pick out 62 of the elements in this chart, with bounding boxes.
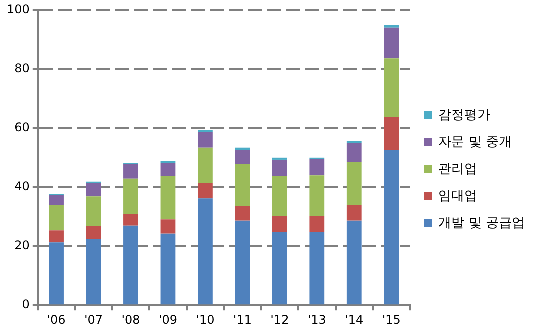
bar — [235, 150, 250, 164]
bar — [198, 148, 213, 184]
bar — [86, 183, 102, 197]
bar — [160, 164, 176, 177]
legend-label: 임대업 — [438, 188, 478, 204]
bar — [49, 205, 64, 231]
bar — [86, 239, 102, 305]
y-tick-label: 100 — [7, 2, 30, 16]
x-tick-label: '09 — [158, 312, 178, 327]
x-tick-label: '11 — [233, 312, 252, 327]
bar — [198, 183, 213, 199]
bar — [310, 176, 325, 216]
x-tick-label: '15 — [382, 312, 401, 327]
bar — [272, 232, 288, 305]
bar — [310, 216, 325, 232]
x-tick-label: '07 — [84, 312, 104, 327]
y-tick-label: 80 — [14, 61, 30, 76]
bar — [160, 176, 176, 220]
legend-label: 감정평가 — [438, 108, 491, 123]
legend-label: 자문 및 중개 — [438, 134, 512, 150]
bar — [346, 220, 362, 305]
x-tick-label: '10 — [196, 312, 215, 327]
bar — [49, 195, 64, 206]
bar — [346, 205, 362, 221]
bar — [198, 132, 213, 148]
bar — [272, 160, 288, 177]
x-tick-label: '12 — [270, 312, 290, 327]
y-tick-label: 40 — [14, 180, 30, 194]
bar — [124, 178, 138, 214]
bar — [124, 214, 138, 226]
bar — [310, 232, 325, 305]
bar — [310, 159, 325, 176]
y-tick-label: 0 — [22, 298, 30, 312]
y-tick-label: 60 — [14, 120, 30, 134]
bar — [160, 161, 176, 164]
bar — [384, 28, 400, 59]
y-tick-label: 20 — [14, 238, 30, 253]
bar — [384, 58, 400, 118]
bar — [86, 226, 102, 240]
bar — [124, 164, 138, 179]
bar — [235, 220, 250, 305]
bar — [124, 226, 138, 305]
x-tick-label: '14 — [345, 312, 364, 327]
bar — [198, 198, 213, 305]
bar — [86, 196, 102, 226]
x-tick-label: '13 — [308, 312, 326, 327]
bar — [346, 143, 362, 162]
bar — [235, 206, 250, 221]
bar — [235, 164, 250, 206]
bar — [272, 176, 288, 216]
bar — [49, 242, 64, 305]
legend-label: 개발 및 공급업 — [438, 216, 525, 231]
bar — [384, 117, 400, 150]
bar — [49, 230, 64, 243]
legend-label: 관리업 — [438, 162, 478, 177]
bar — [160, 234, 176, 305]
bar — [346, 162, 362, 206]
bar — [160, 220, 176, 234]
bar — [384, 150, 400, 305]
x-tick-label: '08 — [122, 312, 140, 327]
bar — [272, 216, 288, 232]
x-tick-label: '06 — [47, 312, 66, 327]
